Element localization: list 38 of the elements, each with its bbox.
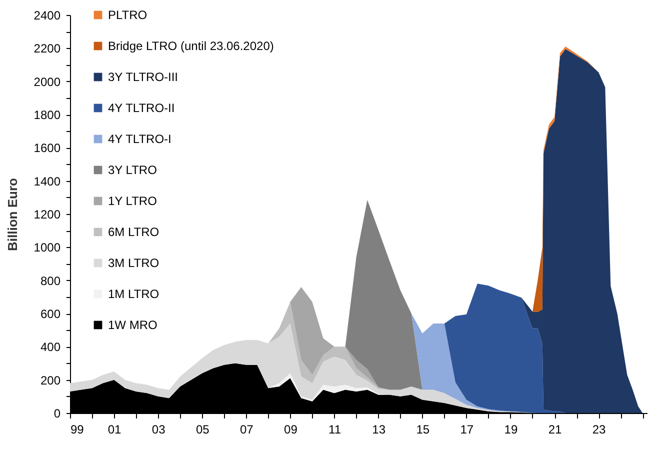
y-tick-label: 400	[40, 340, 61, 354]
x-tick-label: 19	[504, 422, 518, 436]
legend-label: 4Y TLTRO-I	[108, 132, 172, 146]
x-tick-label: 01	[108, 422, 122, 436]
legend-label: 3Y LTRO	[108, 163, 157, 177]
legend-label: PLTRO	[108, 8, 148, 22]
y-tick-label: 1200	[34, 208, 61, 222]
x-tick-label: 21	[548, 422, 562, 436]
legend-label: 1W MRO	[108, 318, 158, 332]
y-tick-label: 200	[40, 373, 61, 388]
x-tick-label: 09	[284, 422, 298, 436]
y-tick-label: 1000	[34, 240, 61, 255]
y-tick-label: 800	[40, 274, 61, 288]
y-tick-label: 1800	[34, 108, 61, 122]
legend-label: 1Y LTRO	[108, 194, 157, 208]
x-tick-label: 03	[152, 422, 166, 436]
y-axis-title: Billion Euro	[4, 178, 20, 251]
x-tick-label: 07	[240, 422, 254, 436]
y-tick-label: 0	[54, 406, 61, 420]
legend-label: 4Y TLTRO-II	[108, 101, 175, 115]
y-tick-label: 1400	[34, 174, 61, 188]
x-tick-label: 23	[592, 422, 606, 436]
x-tick-label: 11	[328, 422, 342, 436]
x-tick-label: 05	[196, 422, 210, 436]
legend-label: 1M LTRO	[108, 287, 160, 301]
x-tick-label: 99	[70, 422, 84, 436]
x-tick-label: 15	[416, 422, 430, 436]
legend-label: 3Y TLTRO-III	[108, 70, 178, 84]
legend-label: 3M LTRO	[108, 256, 160, 270]
x-tick-label: 17	[460, 422, 474, 436]
legend-label: 6M LTRO	[108, 225, 160, 239]
legend-label: Bridge LTRO (until 23.06.2020)	[108, 39, 274, 53]
y-tick-label: 600	[40, 307, 61, 321]
y-tick-label: 2200	[34, 42, 61, 56]
y-tick-label: 2400	[34, 8, 61, 22]
x-tick-label: 13	[372, 422, 386, 436]
y-tick-label: 1600	[34, 141, 61, 156]
y-tick-label: 2000	[34, 74, 61, 89]
